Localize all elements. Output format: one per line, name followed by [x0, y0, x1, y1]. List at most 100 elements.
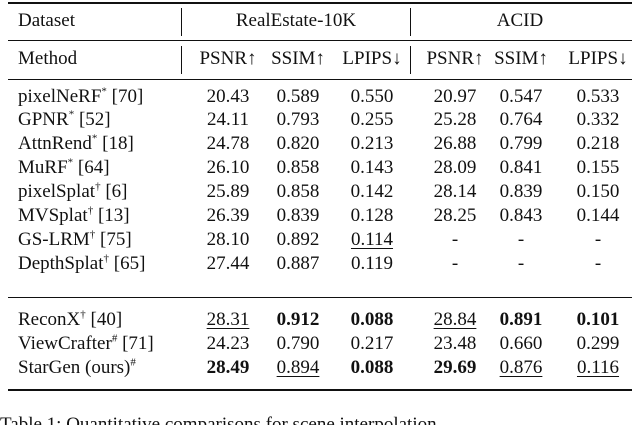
method-name: StarGen (ours) — [18, 357, 131, 378]
value-cell: 28.31 — [206, 309, 250, 330]
citation: [64] — [77, 157, 110, 178]
value-cell: 0.144 — [576, 205, 620, 226]
value-cell: 20.97 — [433, 86, 477, 107]
method-name: MVSplat — [18, 205, 88, 226]
value-cell: - — [451, 229, 459, 250]
group-header: RealEstate-10K — [235, 10, 357, 31]
rule — [410, 8, 411, 36]
value-cell: 0.887 — [276, 253, 320, 274]
value-cell: 0.764 — [499, 109, 543, 130]
rule — [8, 2, 632, 4]
value-cell: 0.547 — [499, 86, 543, 107]
citation: [52] — [78, 109, 111, 130]
value-cell: 0.150 — [576, 181, 620, 202]
value-cell: 0.839 — [276, 205, 320, 226]
value-cell: 0.533 — [576, 86, 620, 107]
value-cell: - — [517, 253, 525, 274]
method-name: GPNR — [18, 109, 69, 130]
value-cell: 26.88 — [433, 133, 477, 154]
value-cell: - — [517, 229, 525, 250]
rule — [410, 46, 411, 74]
citation: [65] — [113, 253, 146, 274]
value-cell: - — [451, 253, 459, 274]
group-header: ACID — [496, 10, 544, 31]
method-mark: † — [87, 204, 94, 217]
method-cell: MuRF* [64] — [18, 157, 110, 179]
value-cell: 0.876 — [499, 357, 543, 378]
value-cell: 24.78 — [206, 133, 250, 154]
header-cell: Dataset — [18, 10, 75, 31]
citation: [75] — [100, 229, 132, 250]
value-cell: 0.128 — [350, 205, 394, 226]
value-cell: 28.25 — [433, 205, 477, 226]
method-name: ViewCrafter — [18, 333, 112, 354]
value-cell: 0.892 — [276, 229, 320, 250]
citation: [6] — [105, 181, 128, 202]
method-name: pixelSplat — [18, 181, 96, 202]
citation: [18] — [102, 133, 134, 154]
rule — [8, 389, 632, 391]
value-cell: 0.858 — [276, 181, 320, 202]
value-cell: 0.088 — [350, 357, 394, 378]
value-cell: 0.660 — [499, 333, 543, 354]
method-mark: † — [89, 228, 96, 241]
method-mark: † — [95, 180, 101, 193]
method-cell: DepthSplat† [65] — [18, 253, 145, 275]
method-cell: GS-LRM† [75] — [18, 229, 132, 251]
method-cell: AttnRend* [18] — [18, 133, 134, 155]
header-cell: Method — [18, 48, 78, 69]
value-cell: 28.49 — [206, 357, 250, 378]
method-cell: StarGen (ours)# — [18, 357, 136, 379]
value-cell: 0.155 — [576, 157, 620, 178]
value-cell: 0.912 — [276, 309, 320, 330]
value-cell: 0.799 — [499, 133, 543, 154]
method-name: DepthSplat — [18, 253, 104, 274]
method-name: MuRF — [18, 157, 68, 178]
method-mark: † — [103, 252, 110, 265]
value-cell: 0.101 — [576, 309, 620, 330]
value-cell: 0.213 — [350, 133, 394, 154]
value-cell: 0.332 — [576, 109, 620, 130]
value-cell: 0.088 — [350, 309, 394, 330]
value-cell: 0.858 — [276, 157, 320, 178]
value-cell: 0.217 — [350, 333, 394, 354]
rule — [181, 8, 182, 36]
value-cell: 24.11 — [206, 109, 250, 130]
value-cell: 0.790 — [276, 333, 320, 354]
value-cell: 0.820 — [276, 133, 320, 154]
value-cell: 0.550 — [350, 86, 394, 107]
value-cell: 29.69 — [433, 357, 477, 378]
method-mark: * — [67, 156, 74, 169]
value-cell: 28.10 — [206, 229, 250, 250]
value-cell: 28.14 — [433, 181, 477, 202]
value-cell: 24.23 — [206, 333, 250, 354]
value-cell: 0.299 — [576, 333, 620, 354]
method-cell: pixelSplat† [6] — [18, 181, 127, 203]
value-cell: 0.839 — [499, 181, 543, 202]
value-cell: 0.114 — [350, 229, 394, 250]
method-mark: * — [68, 108, 75, 121]
value-cell: 0.218 — [576, 133, 620, 154]
citation: [70] — [111, 86, 144, 107]
value-cell: 0.142 — [350, 181, 394, 202]
method-name: GS-LRM — [18, 229, 90, 250]
caption: Table 1: Quantitative comparisons for sc… — [0, 414, 437, 425]
method-mark: * — [101, 85, 107, 98]
method-cell: pixelNeRF* [70] — [18, 86, 143, 108]
metric-header: SSIM↑ — [271, 48, 325, 69]
method-mark: # — [111, 332, 118, 345]
value-cell: 26.10 — [206, 157, 250, 178]
method-cell: GPNR* [52] — [18, 109, 111, 131]
value-cell: 0.589 — [276, 86, 320, 107]
method-mark: # — [130, 356, 136, 369]
value-cell: 20.43 — [206, 86, 250, 107]
value-cell: 26.39 — [206, 205, 250, 226]
value-cell: 25.28 — [433, 109, 477, 130]
value-cell: 28.09 — [433, 157, 477, 178]
method-mark: † — [80, 308, 86, 321]
citation: [40] — [90, 309, 123, 330]
value-cell: 0.793 — [276, 109, 320, 130]
value-cell: 27.44 — [206, 253, 250, 274]
citation: [13] — [97, 205, 130, 226]
